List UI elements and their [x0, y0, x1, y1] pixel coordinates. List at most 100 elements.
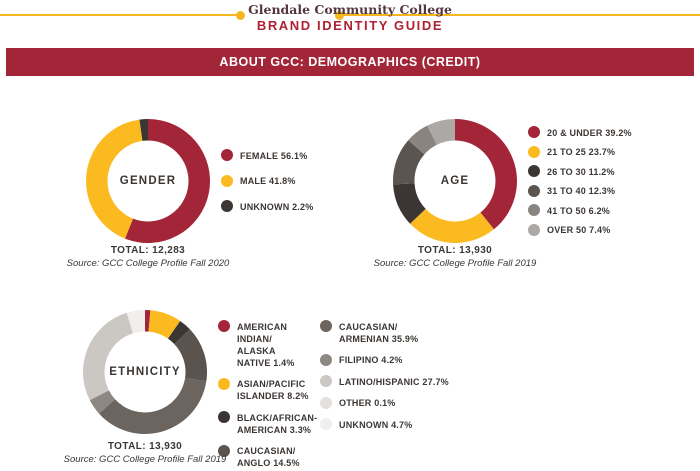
legend-label: 26 TO 30 11.2%: [547, 166, 615, 177]
legend-item: FILIPINO 4.2%: [320, 353, 449, 367]
legend-label: CAUCASIAN/ ARMENIAN 35.9%: [339, 321, 419, 344]
ethnicity-source: Source: GCC College Profile Fall 2019: [63, 453, 227, 465]
legend-item: OVER 50 7.4%: [528, 223, 632, 237]
donut-segment: [167, 320, 190, 345]
legend-dot-icon: [218, 320, 230, 332]
legend-item: LATINO/HISPANIC 27.7%: [320, 375, 449, 388]
legend-item: 20 & UNDER 39.2%: [528, 126, 632, 139]
donut-segment: [83, 312, 133, 401]
legend-dot-icon: [528, 204, 540, 216]
gender-donut-svg: [86, 119, 210, 243]
legend-item: UNKNOWN 2.2%: [221, 200, 313, 213]
donut-segment: [427, 119, 455, 145]
legend-dot-icon: [218, 444, 230, 457]
donut-segment: [174, 329, 207, 382]
legend-label: FEMALE 56.1%: [240, 150, 308, 161]
gold-dot-icon: [335, 10, 344, 20]
legend-item: CAUCASIAN/ ARMENIAN 35.9%: [320, 320, 449, 345]
ethnicity-legend: AMERICAN INDIAN/ ALASKA NATIVE 1.4% ASIAN…: [218, 320, 449, 471]
header-text: Glendale Community College BRAND IDENTIT…: [0, 3, 700, 33]
college-name: Glendale Community College: [248, 2, 452, 17]
donut-segment: [408, 125, 437, 155]
legend-label: BLACK/AFRICAN- AMERICAN 3.3%: [237, 412, 318, 435]
donut-segment: [393, 140, 425, 185]
legend-dot-icon: [320, 353, 332, 366]
legend-item: OTHER 0.1%: [320, 396, 449, 410]
donut-segment: [86, 119, 143, 239]
ethnicity-chart-group: ETHNICITY AMERICAN INDIAN/ ALASKA NATIVE…: [83, 310, 449, 471]
legend-column: AMERICAN INDIAN/ ALASKA NATIVE 1.4% ASIAN…: [218, 320, 317, 471]
ethnicity-donut-chart: ETHNICITY: [83, 310, 207, 434]
legend-label: OVER 50 7.4%: [547, 225, 611, 235]
age-chart-title: AGE: [440, 175, 470, 187]
legend-label: LATINO/HISPANIC 27.7%: [339, 376, 449, 387]
gender-legend: FEMALE 56.1% MALE 41.8% UNKNOWN 2.2%: [221, 119, 313, 243]
legend-label: UNKNOWN 4.7%: [339, 419, 413, 430]
legend-label: 41 TO 50 6.2%: [547, 205, 610, 216]
gender-total: TOTAL: 12,283: [110, 245, 186, 256]
gender-source: Source: GCC College Profile Fall 2020: [66, 257, 230, 269]
header-rule-left: [0, 10, 245, 20]
gender-chart-title: GENDER: [119, 175, 177, 187]
ethnicity-donut-svg: [83, 310, 207, 434]
age-donut-chart: AGE: [393, 119, 517, 243]
donut-segment: [410, 208, 494, 243]
legend-item: ASIAN/PACIFIC ISLANDER 8.2%: [218, 377, 310, 403]
legend-item: FEMALE 56.1%: [221, 149, 313, 162]
gender-donut-chart: GENDER: [86, 119, 210, 243]
legend-dot-icon: [221, 149, 233, 162]
age-chart-group: AGE 20 & UNDER 39.2% 21 TO 25 23.7% 26 TO …: [393, 119, 632, 243]
gender-caption: TOTAL: 12,283 Source: GCC College Profil…: [43, 245, 253, 269]
donut-segment: [455, 119, 517, 230]
legend-dot-icon: [221, 200, 233, 213]
legend-label: FILIPINO 4.2%: [339, 355, 403, 365]
legend-item: MALE 41.8%: [221, 174, 313, 188]
donut-segment: [126, 312, 134, 334]
gold-dot-icon: [236, 10, 245, 20]
age-legend: 20 & UNDER 39.2% 21 TO 25 23.7% 26 TO 30 1…: [528, 119, 632, 243]
legend-item: UNKNOWN 4.7%: [320, 418, 449, 431]
ethnicity-total: TOTAL: 13,930: [107, 441, 183, 452]
legend-item: AMERICAN INDIAN/ ALASKA NATIVE 1.4%: [218, 320, 310, 369]
legend-label: 21 TO 25 23.7%: [547, 147, 616, 157]
age-donut-svg: [393, 119, 517, 243]
legend-item: BLACK/AFRICAN- AMERICAN 3.3%: [218, 411, 317, 436]
legend-item: 21 TO 25 23.7%: [528, 145, 632, 159]
header-rule-right: [335, 10, 700, 20]
legend-dot-icon: [528, 126, 540, 138]
section-banner: ABOUT GCC: DEMOGRAPHICS (CREDIT): [6, 48, 694, 76]
legend-dot-icon: [221, 174, 233, 187]
legend-label: AMERICAN INDIAN/ ALASKA NATIVE 1.4%: [237, 321, 295, 368]
age-caption: TOTAL: 13,930 Source: GCC College Profil…: [350, 245, 560, 269]
legend-dot-icon: [528, 165, 540, 177]
legend-item: 41 TO 50 6.2%: [528, 204, 632, 217]
legend-label: MALE 41.8%: [240, 176, 296, 187]
legend-item: 26 TO 30 11.2%: [528, 165, 632, 178]
legend-label: CAUCASIAN/ ANGLO 14.5%: [237, 446, 300, 468]
legend-dot-icon: [320, 418, 332, 430]
donut-segment: [99, 378, 207, 434]
legend-dot-icon: [528, 223, 540, 236]
donut-segment: [145, 310, 151, 332]
age-total: TOTAL: 13,930: [417, 245, 493, 256]
legend-dot-icon: [218, 377, 230, 390]
legend-label: UNKNOWN 2.2%: [240, 201, 314, 212]
donut-segment: [139, 119, 148, 141]
ethnicity-chart-title: ETHNICITY: [109, 366, 181, 378]
donut-segment: [89, 390, 115, 414]
legend-label: ASIAN/PACIFIC ISLANDER 8.2%: [237, 379, 309, 401]
legend-dot-icon: [320, 396, 332, 409]
legend-item: CAUCASIAN/ ANGLO 14.5%: [218, 444, 310, 470]
legend-dot-icon: [320, 320, 332, 332]
legend-label: 31 TO 40 12.3%: [547, 186, 616, 196]
legend-column: CAUCASIAN/ ARMENIAN 35.9% FILIPINO 4.2% LA…: [320, 320, 449, 440]
legend-item: 31 TO 40 12.3%: [528, 184, 632, 198]
donut-segment: [148, 310, 181, 339]
legend-dot-icon: [218, 411, 230, 423]
donut-segment: [393, 183, 426, 224]
legend-label: OTHER 0.1%: [339, 398, 396, 408]
banner-title: ABOUT GCC: DEMOGRAPHICS (CREDIT): [219, 55, 481, 69]
legend-label: 20 & UNDER 39.2%: [547, 127, 632, 138]
donut-segment: [126, 310, 145, 334]
